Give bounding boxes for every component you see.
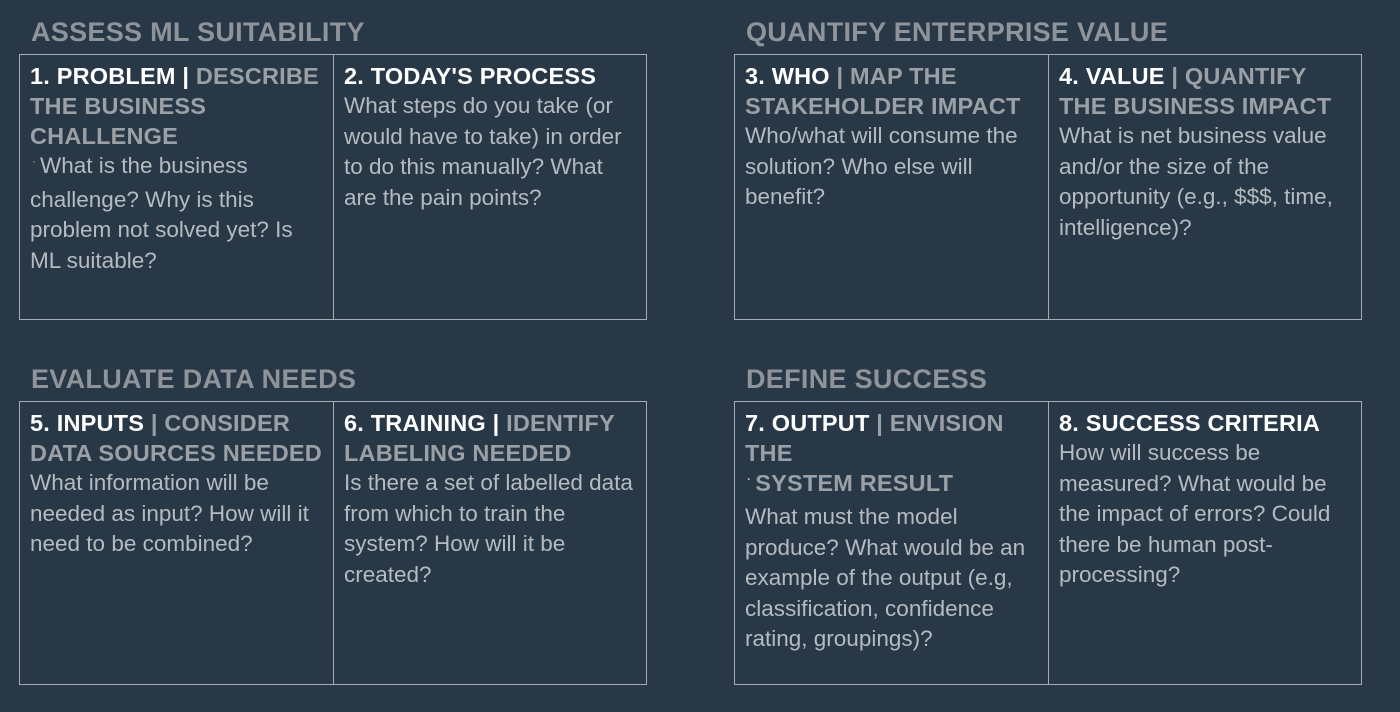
card-subtitle: | QUANTIFY THE BUSINESS IMPACT	[1059, 63, 1332, 119]
card-number-label: 8. SUCCESS CRITERIA	[1059, 410, 1321, 436]
card-number-label: 1. PROBLEM |	[30, 63, 190, 89]
card-body-text: What steps do you take (or would have to…	[344, 93, 622, 210]
card-body-text: Is there a set of labelled data from whi…	[344, 470, 633, 587]
section-title: QUANTIFY ENTERPRISE VALUE	[746, 17, 1169, 47]
card-subtitle: DESCRIBE THE BUSINESS CHALLENGE	[30, 63, 319, 149]
section-title: DEFINE SUCCESS	[746, 364, 988, 394]
card-problem: 1. PROBLEM | DESCRIBE THE BUSINESS CHALL…	[20, 55, 333, 319]
card-subtitle: | ENVISION	[876, 410, 1004, 436]
card-body-text: What is the business challenge? Why is t…	[30, 153, 293, 273]
card-body-text: How will success be measured? What would…	[1059, 440, 1331, 587]
card-value: 4. VALUE | QUANTIFY THE BUSINESS IMPACT …	[1048, 55, 1361, 319]
card-subtitle: IDENTIFY LABELING NEEDED	[344, 410, 615, 466]
card-todays-process: 2. TODAY'S PROCESS What steps do you tak…	[333, 55, 646, 319]
card-subtitle: | CONSIDER DATA SOURCES NEEDED	[30, 410, 322, 466]
card-grid: 7. OUTPUT | ENVISION THE · SYSTEM RESULT …	[734, 401, 1362, 685]
card-title: 2. TODAY'S PROCESS	[344, 61, 636, 91]
section-title: ASSESS ML SUITABILITY	[31, 17, 365, 47]
card-title: 1. PROBLEM | DESCRIBE THE BUSINESS CHALL…	[30, 61, 323, 151]
card-inputs: 5. INPUTS | CONSIDER DATA SOURCES NEEDED…	[20, 402, 333, 684]
card-number-label: 3. WHO	[745, 63, 830, 89]
card-number-label: 5. INPUTS	[30, 410, 145, 436]
card-subtitle-continued: SYSTEM RESULT	[755, 470, 954, 496]
card-grid: 3. WHO | MAP THE STAKEHOLDER IMPACT Who/…	[734, 54, 1362, 320]
card-title: 7. OUTPUT | ENVISION THE · SYSTEM RESULT	[745, 408, 1038, 502]
card-body-text: What information will be needed as input…	[30, 470, 309, 556]
card-grid: 1. PROBLEM | DESCRIBE THE BUSINESS CHALL…	[19, 54, 647, 320]
card-body-text: What is net business value and/or the si…	[1059, 123, 1333, 240]
card-who: 3. WHO | MAP THE STAKEHOLDER IMPACT Who/…	[735, 55, 1048, 319]
card-number-label: 4. VALUE	[1059, 63, 1165, 89]
card-title: 8. SUCCESS CRITERIA	[1059, 408, 1351, 438]
card-body-text: Who/what will consume the solution? Who …	[745, 123, 1018, 209]
bullet-dot-icon: ·	[32, 154, 36, 168]
card-title: 4. VALUE | QUANTIFY THE BUSINESS IMPACT	[1059, 61, 1351, 121]
card-body-text: What must the model produce? What would …	[745, 504, 1026, 651]
card-grid: 5. INPUTS | CONSIDER DATA SOURCES NEEDED…	[19, 401, 647, 685]
card-title: 3. WHO | MAP THE STAKEHOLDER IMPACT	[745, 61, 1038, 121]
card-number-label: 2. TODAY'S PROCESS	[344, 63, 597, 89]
card-subtitle: | MAP THE STAKEHOLDER IMPACT	[745, 63, 1021, 119]
card-success-criteria: 8. SUCCESS CRITERIA How will success be …	[1048, 402, 1361, 684]
card-training: 6. TRAINING | IDENTIFY LABELING NEEDED I…	[333, 402, 646, 684]
section-title: EVALUATE DATA NEEDS	[31, 364, 357, 394]
card-subtitle-continued: THE	[745, 440, 793, 466]
card-number-label: 7. OUTPUT	[745, 410, 870, 436]
card-title: 5. INPUTS | CONSIDER DATA SOURCES NEEDED	[30, 408, 323, 468]
card-output: 7. OUTPUT | ENVISION THE · SYSTEM RESULT …	[735, 402, 1048, 684]
bullet-dot-icon: ·	[747, 472, 752, 486]
card-body: · What is the business challenge? Why is …	[30, 151, 323, 276]
card-title: 6. TRAINING | IDENTIFY LABELING NEEDED	[344, 408, 636, 468]
card-number-label: 6. TRAINING |	[344, 410, 500, 436]
